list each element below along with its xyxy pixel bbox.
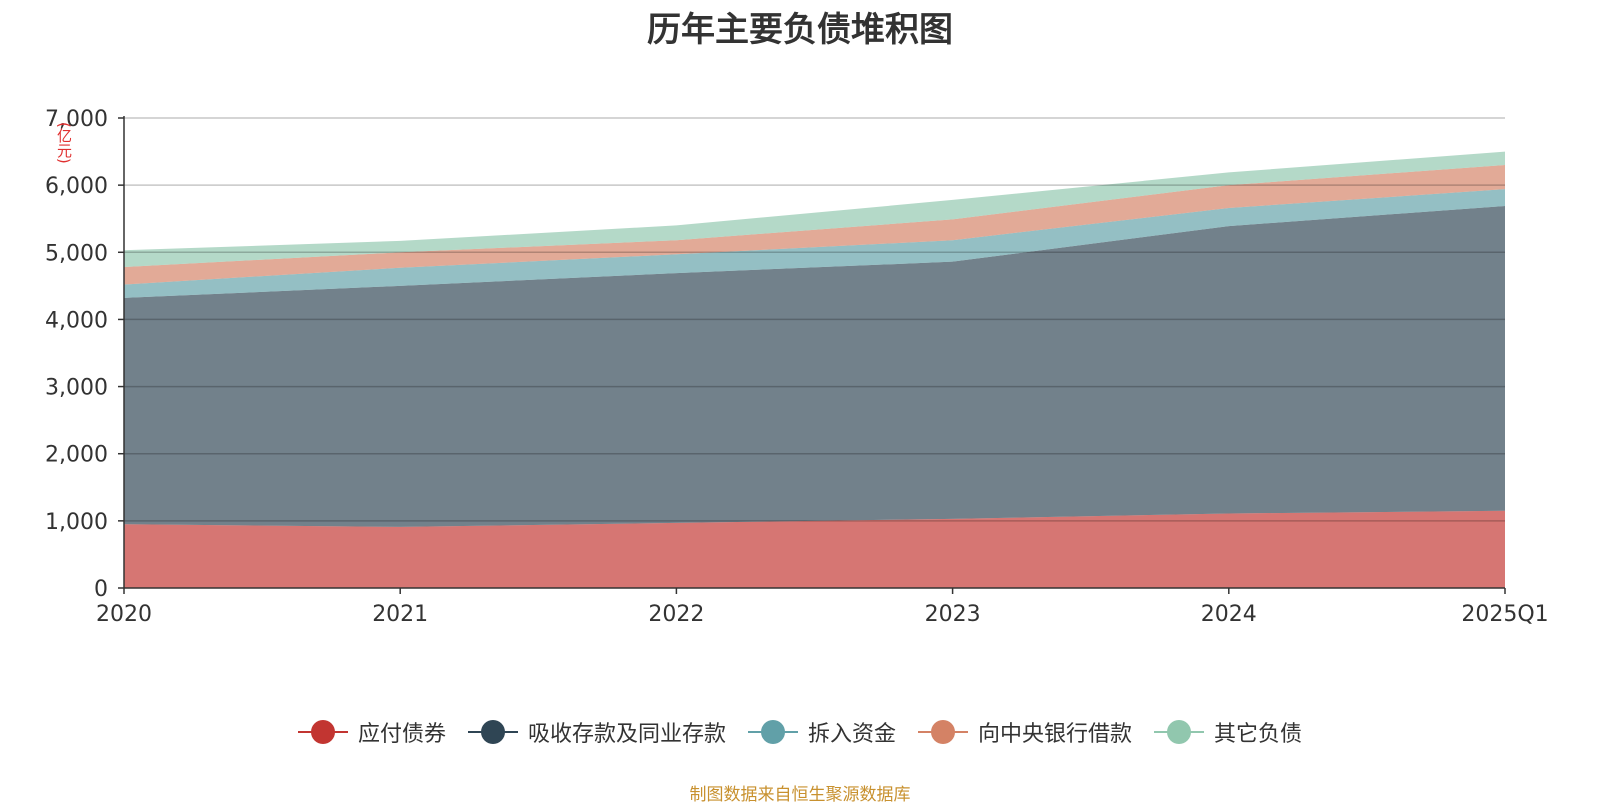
legend-label: 向中央银行借款	[978, 722, 1133, 747]
area-series-2[interactable]	[124, 205, 1505, 527]
x-tick-label: 2020	[96, 602, 152, 627]
area-series-4[interactable]	[124, 165, 1505, 285]
area-series-5[interactable]	[124, 151, 1505, 268]
y-tick-label: 3,000	[45, 376, 108, 401]
x-tick-label: 2023	[925, 602, 981, 627]
y-tick-label: 7,000	[45, 107, 108, 132]
legend-label: 拆入资金	[807, 722, 896, 747]
chart-title: 历年主要负债堆积图	[647, 10, 953, 50]
legend-label: 吸收存款及同业存款	[527, 722, 726, 747]
area-series-1[interactable]	[124, 510, 1505, 588]
legend-swatch-icon	[918, 720, 968, 744]
x-tick-label: 2021	[372, 602, 428, 627]
legend-label: 其它负债	[1214, 722, 1303, 747]
legend: 应付债券 吸收存款及同业存款 拆入资金 向中央银行借款 其它负债	[0, 716, 1600, 748]
x-tick-label: 2025Q1	[1461, 602, 1548, 627]
y-tick-label: 4,000	[45, 308, 108, 333]
legend-item-2[interactable]: 吸收存款及同业存款	[467, 716, 726, 748]
y-tick-label: 0	[94, 577, 108, 602]
legend-swatch-icon	[1154, 720, 1205, 744]
legend-swatch-icon	[297, 720, 348, 744]
source-note: 制图数据来自恒生聚源数据库	[689, 785, 911, 805]
legend-swatch-icon	[747, 720, 798, 744]
y-axis-unit-label: (亿元)	[55, 122, 73, 164]
y-tick-label: 2,000	[45, 443, 108, 468]
legend-item-5[interactable]: 其它负债	[1154, 716, 1302, 748]
legend-item-4[interactable]: 向中央银行借款	[918, 716, 1132, 748]
y-tick-label: 1,000	[45, 510, 108, 535]
x-tick-label: 2024	[1201, 602, 1257, 627]
legend-item-3[interactable]: 拆入资金	[747, 716, 896, 748]
y-tick-label: 6,000	[45, 174, 108, 199]
legend-label: 应付债券	[357, 722, 446, 747]
legend-item-1[interactable]: 应付债券	[297, 716, 446, 748]
x-tick-label: 2022	[648, 602, 704, 627]
legend-swatch-icon	[467, 720, 518, 744]
y-tick-label: 5,000	[45, 241, 108, 266]
area-series-3[interactable]	[124, 189, 1505, 298]
